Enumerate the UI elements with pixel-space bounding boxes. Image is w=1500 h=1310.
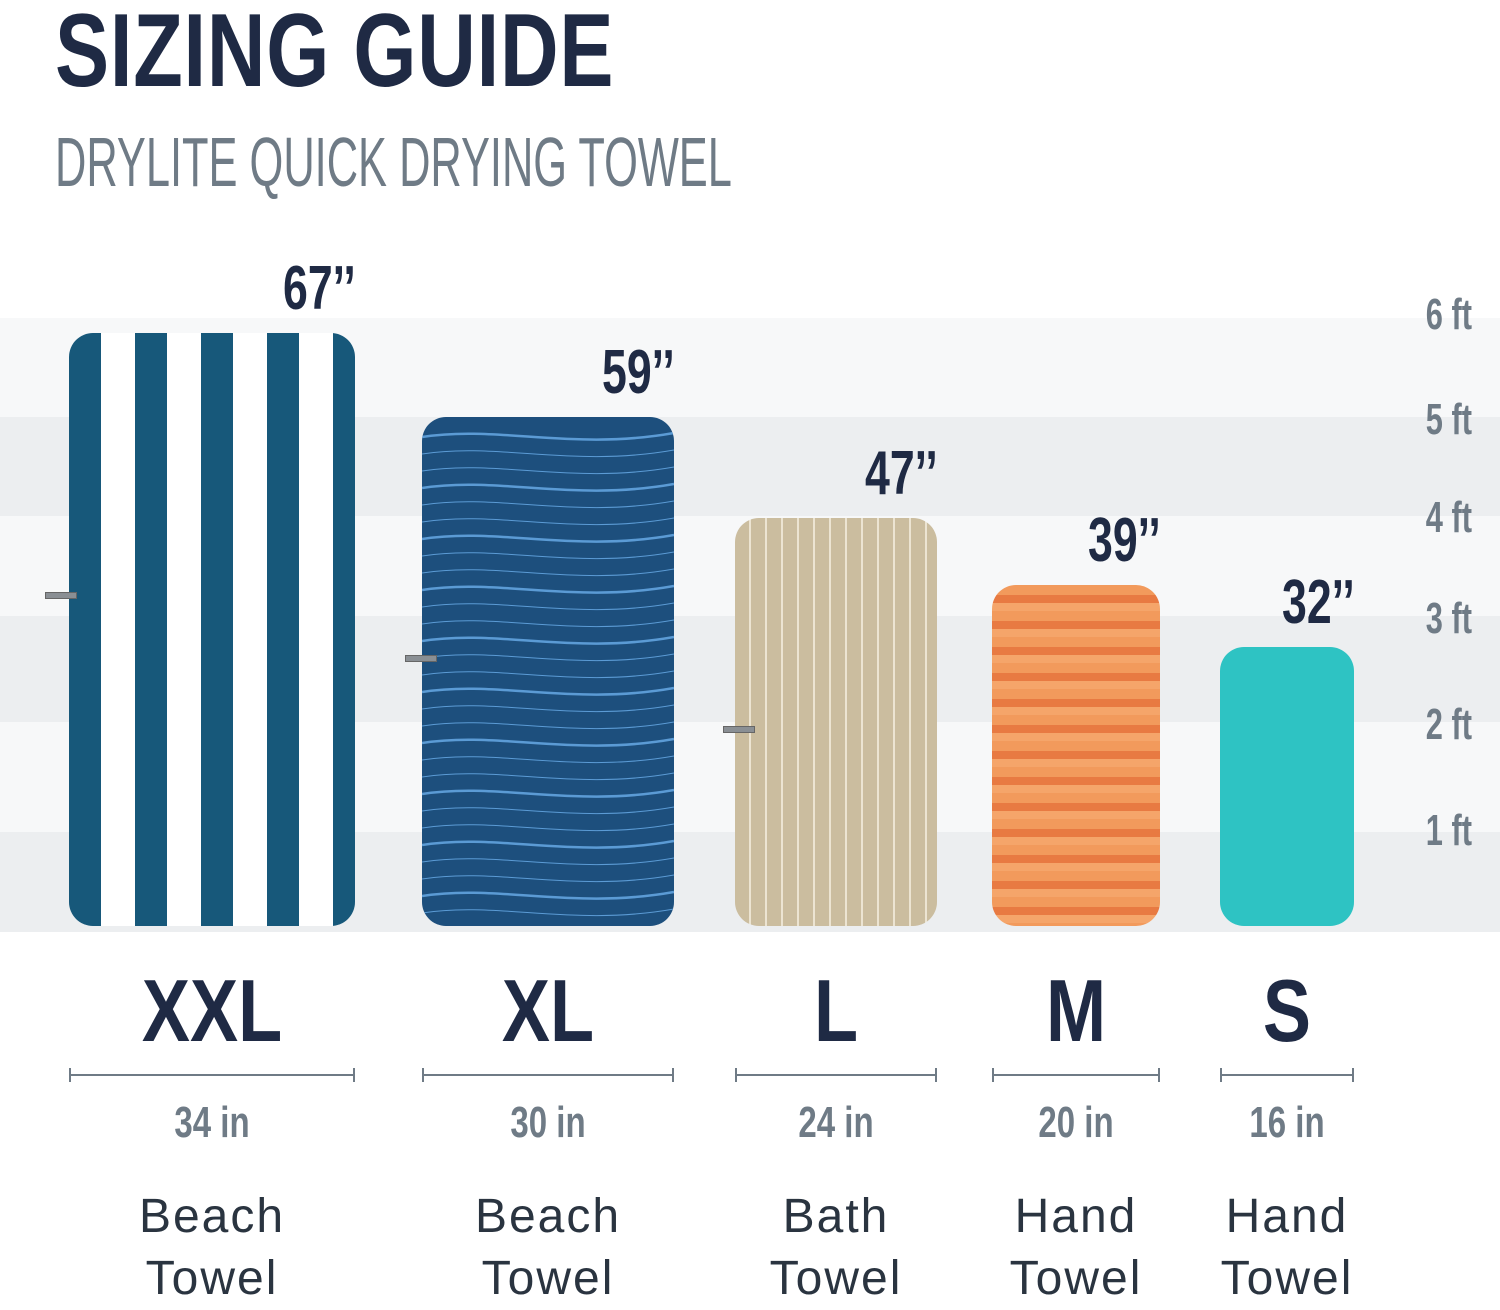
towel-type-line2: Towel [1220,1252,1354,1305]
length-label: 47’’ [864,439,938,508]
length-label: 59’’ [602,338,675,407]
width-ruler [422,1068,674,1082]
y-tick-label: 5 ft [1425,395,1472,444]
width-label: 16 in [1249,1098,1325,1147]
towel-type-line1: Bath [782,1190,890,1243]
length-label: 67’’ [282,254,356,324]
hang-loop-icon [405,655,437,662]
towel-type-line2: Towel [1009,1252,1143,1305]
width-label: 30 in [510,1098,586,1147]
towel-type-line2: Towel [481,1252,615,1305]
y-tick-label: 6 ft [1425,290,1472,339]
size-label: XL [501,961,595,1060]
towel-xxl [69,333,355,926]
towel-type-line1: Beach [138,1190,286,1243]
page-subtitle: DRYLITE QUICK DRYING TOWEL [55,123,732,201]
towel-xl [422,417,674,926]
size-label: XXL [141,961,283,1060]
towel-type-line2: Towel [769,1252,903,1305]
y-tick-label: 2 ft [1425,700,1472,749]
hang-loop-icon [45,592,77,599]
page-title: SIZING GUIDE [55,0,615,109]
width-label: 20 in [1038,1098,1114,1147]
width-ruler [69,1068,355,1082]
towel-m [992,585,1160,926]
length-label: 39’’ [1088,506,1161,575]
y-tick-label: 3 ft [1425,594,1472,643]
towel-type-line1: Hand [1225,1190,1349,1243]
width-ruler [1219,1068,1355,1082]
size-label: L [813,961,859,1060]
towel-type-line2: Towel [145,1252,279,1305]
length-label: 32’’ [1282,568,1355,637]
hang-loop-icon [723,726,755,733]
towel-s [1219,647,1355,926]
width-label: 34 in [174,1098,250,1147]
width-ruler [992,1068,1160,1082]
towel-type-line1: Hand [1014,1190,1138,1243]
width-ruler [735,1068,937,1082]
size-label: S [1262,961,1312,1060]
y-tick-label: 1 ft [1425,806,1472,855]
size-label: M [1045,961,1107,1060]
towel-type-line1: Beach [474,1190,622,1243]
y-tick-label: 4 ft [1425,493,1472,542]
width-label: 24 in [798,1098,874,1147]
towel-l [735,518,937,926]
